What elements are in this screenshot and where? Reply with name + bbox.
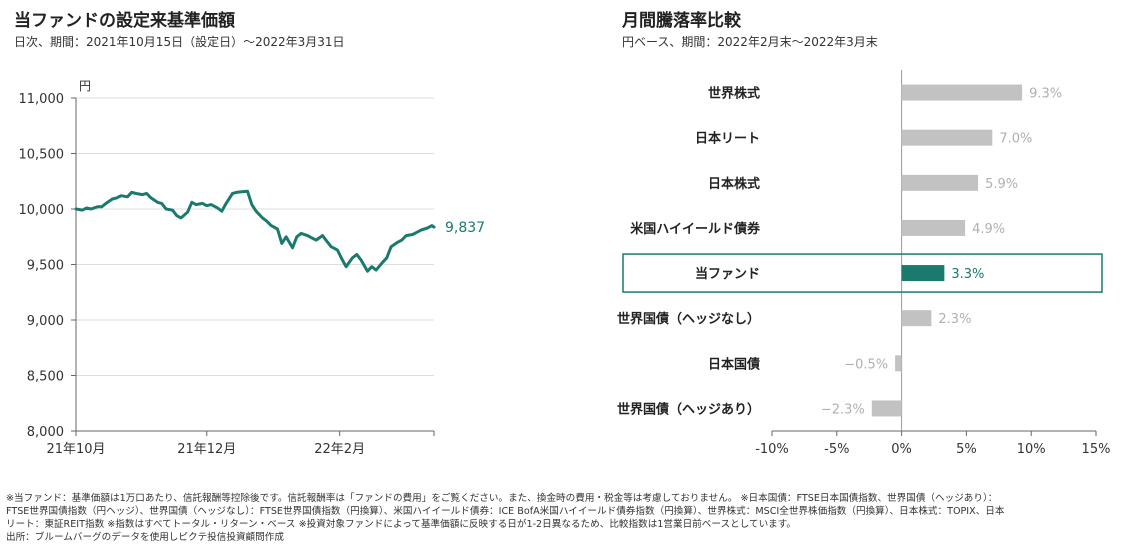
category-label: 当ファンド <box>695 266 760 282</box>
y-tick-label: 10,500 <box>19 148 65 163</box>
line-chart-subtitle: 日次、期間：2021年10月15日（設定日）～2022年3月31日 <box>14 35 345 49</box>
y-tick-label: 8,500 <box>27 370 64 385</box>
bar-chart-subtitle: 円ベース、期間：2022年2月末～2022年3月末 <box>622 35 878 49</box>
x-tick-label: -10% <box>755 442 789 457</box>
category-label: 世界国債（ヘッジあり） <box>617 401 760 417</box>
x-tick-label: 21年12月 <box>177 442 236 457</box>
category-label: 米国ハイイールド債券 <box>630 221 761 237</box>
x-tick-label: 15% <box>1082 442 1111 457</box>
x-tick-label: 5% <box>956 442 977 457</box>
monthly-return-bar-chart: -10% -5% 0% 5% 10% 15% 世界株式 9.3% 日本リート 7.0% 日本株式 5.… <box>617 70 1111 457</box>
footnotes: ※当ファンド：基準価額は1万口あたり、信託報酬等控除後です。信託報酬率は「ファン… <box>6 492 1136 544</box>
bar-value-label: 7.0% <box>999 132 1032 147</box>
footnote-source: 出所：ブルームバーグのデータを使用しピクテ投信投資顧問作成 <box>6 532 284 543</box>
highlight-frame <box>622 253 1103 293</box>
y-tick-label: 10,000 <box>19 203 65 218</box>
bar-value-label: 3.3% <box>951 267 984 282</box>
footnote-line: ※当ファンド：基準価額は1万口あたり、信託報酬等控除後です。信託報酬率は「ファン… <box>6 493 998 504</box>
end-value-label: 9,837 <box>445 220 485 236</box>
category-label: 日本国債 <box>708 356 760 372</box>
nav-line <box>74 189 436 273</box>
bar <box>871 400 902 417</box>
y-tick-label: 9,500 <box>27 259 64 274</box>
category-label: 日本リート <box>695 131 760 147</box>
y-tick-label: 11,000 <box>19 92 65 107</box>
bar-value-label: 2.3% <box>938 312 971 327</box>
footnote-line: FTSE世界国債指数（円ヘッジ）、世界国債（ヘッジなし）：FTSE世界国債指数（… <box>6 506 1005 517</box>
bar-value-label: −0.5% <box>844 357 888 372</box>
bar <box>901 174 979 191</box>
category-label: 日本株式 <box>708 176 760 192</box>
line-chart-title: 当ファンドの設定来基準価額 <box>14 11 235 31</box>
category-label: 世界国債（ヘッジなし） <box>617 311 760 327</box>
y-axis-unit-label: 円 <box>79 79 91 93</box>
nav-line-chart: 8,000 8,500 9,000 9,500 10,000 10,500 11,000 円 2… <box>19 79 486 457</box>
x-tick-label: 22年2月 <box>314 442 365 457</box>
category-label: 世界株式 <box>708 86 760 102</box>
bar <box>901 310 932 327</box>
x-tick-label: 21年10月 <box>46 442 105 457</box>
bar <box>901 265 945 282</box>
footnote-line: リート：東証REIT指数 ※指数はすべてトータル・リターン・ベース ※投資対象フ… <box>6 519 796 530</box>
x-tick-label: 10% <box>1017 442 1046 457</box>
bar <box>901 129 993 146</box>
bar-value-label: −2.3% <box>821 402 865 417</box>
bar <box>901 219 966 236</box>
y-tick-label: 8,000 <box>27 425 64 440</box>
bar-value-label: 9.3% <box>1029 87 1062 102</box>
x-tick-label: -5% <box>824 442 849 457</box>
bar <box>901 84 1023 101</box>
bar-chart-title: 月間騰落率比較 <box>622 11 741 31</box>
bar-value-label: 5.9% <box>985 177 1018 192</box>
bar <box>895 355 902 372</box>
x-tick-label: 0% <box>891 442 912 457</box>
y-tick-label: 9,000 <box>27 314 64 329</box>
bar-value-label: 4.9% <box>972 222 1005 237</box>
